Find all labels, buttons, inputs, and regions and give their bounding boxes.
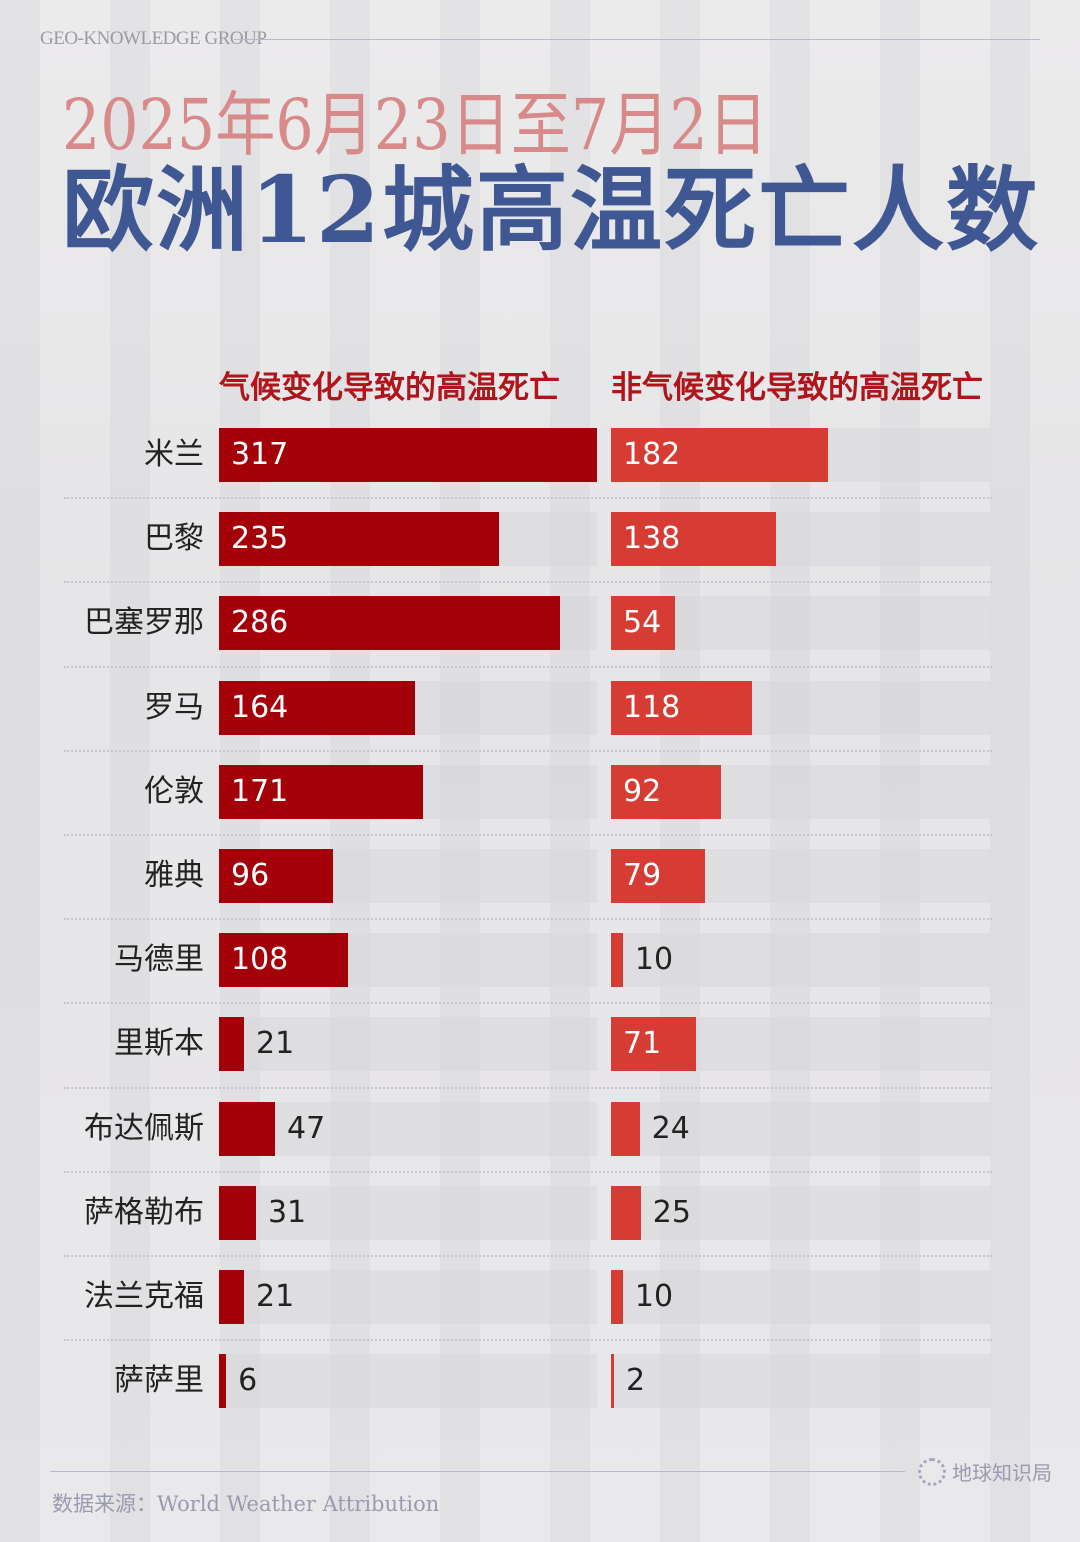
logo: 地球知识局 (918, 1457, 1052, 1486)
data-label: 2 (626, 1363, 646, 1399)
data-label: 182 (623, 437, 681, 472)
bar-non-climate (611, 849, 706, 903)
bar-non-climate (611, 1101, 640, 1156)
row-separator (64, 1002, 992, 1005)
row-separator (64, 1339, 992, 1342)
bar-climate (219, 933, 348, 988)
data-label: 108 (231, 942, 289, 978)
category-label: 雅典 (144, 858, 204, 893)
data-source: 数据来源：World Weather Attribution (52, 1492, 440, 1516)
bar-track (219, 1101, 597, 1156)
bar-track (611, 933, 991, 988)
bar-climate (219, 1270, 245, 1324)
bar-climate (219, 1101, 276, 1156)
row-separator (64, 749, 992, 752)
legend-non-climate: 非气候变化导致的高温死亡 (611, 370, 983, 406)
category-label: 萨格勒布 (84, 1194, 204, 1230)
data-label: 25 (652, 1194, 691, 1230)
brand-label: GEO-KNOWLEDGE GROUP (40, 28, 267, 49)
chart-title: 欧洲12城高温死亡人数 (62, 156, 1041, 264)
row-separator (64, 834, 992, 836)
bar-non-climate (611, 596, 676, 651)
data-label: 21 (256, 1279, 295, 1314)
bar-non-climate (611, 1185, 641, 1240)
bar-track (611, 1354, 991, 1409)
category-label: 里斯本 (114, 1026, 204, 1062)
legend-climate: 气候变化导致的高温死亡 (219, 370, 560, 406)
row-separator (64, 497, 992, 500)
bar-climate (219, 1185, 256, 1240)
bar-climate (219, 512, 500, 567)
data-label: 317 (231, 437, 289, 472)
bar-non-climate (611, 1354, 614, 1409)
bar-non-climate (611, 428, 829, 482)
data-label: 6 (238, 1363, 258, 1399)
bar-climate (219, 1017, 245, 1072)
bar-climate (219, 1354, 227, 1409)
data-label: 92 (623, 773, 662, 809)
category-label: 萨萨里 (114, 1363, 204, 1399)
data-label: 24 (651, 1110, 690, 1146)
bar-track (611, 1101, 991, 1156)
data-label: 47 (287, 1110, 326, 1146)
row-separator (64, 1255, 992, 1257)
bar-track (219, 1017, 597, 1072)
bar-non-climate (611, 1270, 623, 1324)
data-label: 286 (231, 605, 289, 641)
data-label: 164 (231, 689, 289, 725)
footer-divider (50, 1471, 905, 1472)
bar-track (611, 1185, 991, 1240)
header-divider (234, 39, 1040, 40)
row-separator (64, 918, 992, 921)
category-label: 米兰 (144, 437, 204, 472)
data-label: 171 (231, 773, 289, 809)
row-separator (64, 581, 992, 584)
bar-track (219, 1185, 597, 1240)
logo-text: 地球知识局 (952, 1461, 1052, 1485)
category-label: 罗马 (144, 689, 204, 725)
category-label: 法兰克福 (84, 1279, 204, 1314)
row-separator (64, 665, 992, 668)
row-separator (64, 1086, 992, 1089)
row-separator (64, 1170, 992, 1173)
data-label: 21 (256, 1026, 295, 1062)
data-label: 79 (623, 858, 662, 893)
bar-non-climate (611, 1017, 696, 1072)
bar-track (611, 1270, 991, 1324)
data-label: 71 (623, 1026, 662, 1062)
bar-non-climate (611, 512, 776, 567)
category-label: 巴黎 (144, 521, 204, 557)
data-label: 10 (634, 942, 674, 978)
bar-climate (219, 680, 415, 735)
bar-climate (219, 428, 597, 482)
logo-icon (918, 1457, 946, 1486)
data-label: 54 (623, 605, 662, 641)
bar-non-climate (611, 764, 721, 819)
data-label: 10 (634, 1279, 674, 1314)
data-label: 31 (267, 1194, 307, 1230)
category-label: 布达佩斯 (84, 1110, 204, 1146)
category-label: 巴塞罗那 (84, 605, 204, 641)
bar-climate (219, 849, 334, 903)
bar-non-climate (611, 933, 623, 988)
data-label: 138 (623, 521, 681, 557)
bar-climate (219, 764, 423, 819)
data-label: 96 (231, 858, 270, 893)
category-label: 伦敦 (144, 773, 204, 809)
data-label: 118 (623, 689, 681, 725)
bar-climate (219, 596, 561, 651)
bar-non-climate (611, 680, 752, 735)
data-label: 235 (231, 521, 289, 557)
bar-track (219, 1270, 597, 1324)
chart-subtitle: 2025年6月23日至7月2日 (62, 84, 768, 166)
bar-track (219, 1354, 597, 1409)
category-label: 马德里 (114, 942, 204, 978)
